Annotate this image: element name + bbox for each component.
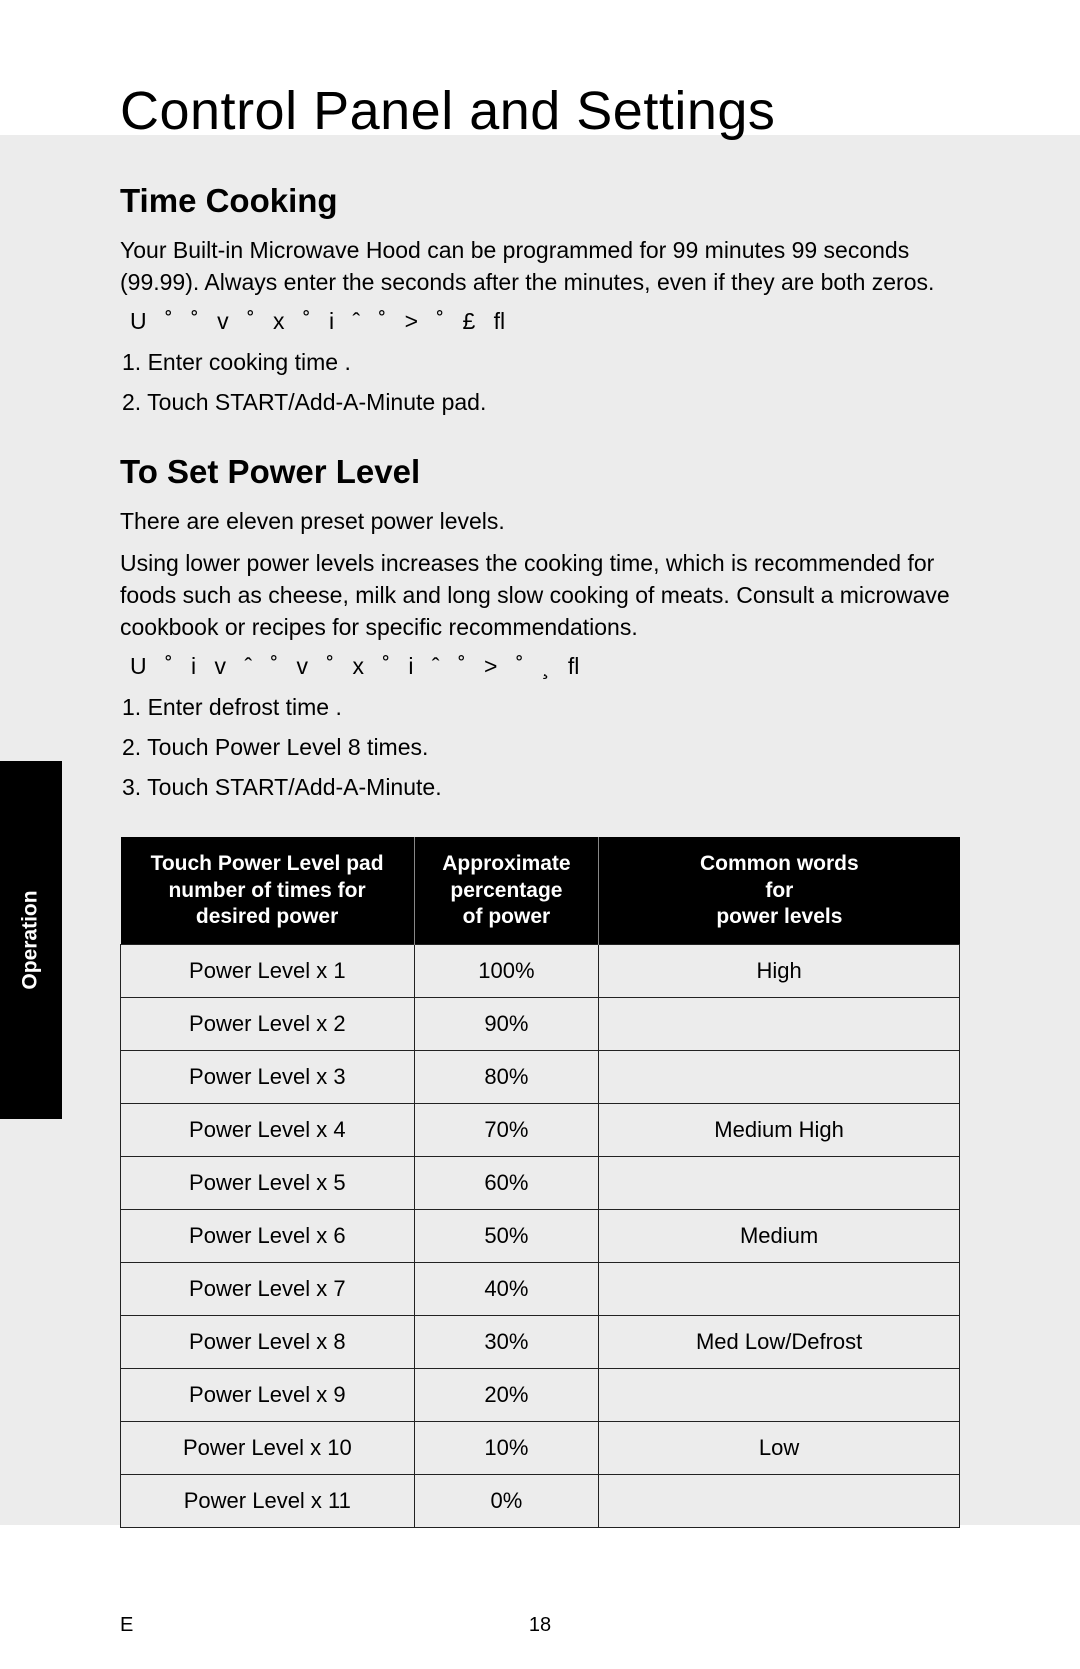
time-cooking-heading: Time Cooking — [120, 182, 960, 220]
table-cell: Power Level x 10 — [121, 1422, 415, 1475]
power-level-heading: To Set Power Level — [120, 453, 960, 491]
table-header-col3: Common words for power levels — [599, 837, 960, 944]
table-cell: Med Low/Defrost — [599, 1316, 960, 1369]
table-cell: Power Level x 6 — [121, 1210, 415, 1263]
power-level-para2: Using lower power levels increases the c… — [120, 547, 960, 644]
table-cell — [599, 1369, 960, 1422]
table-header-row: Touch Power Level pad number of times fo… — [121, 837, 960, 944]
table-header-col1: Touch Power Level pad number of times fo… — [121, 837, 415, 944]
table-cell: 100% — [414, 945, 599, 998]
table-cell: 60% — [414, 1157, 599, 1210]
step-item: 2. Touch Power Level 8 times. — [122, 730, 960, 766]
table-cell: Medium High — [599, 1104, 960, 1157]
th-line: power levels — [716, 905, 842, 928]
table-cell: 10% — [414, 1422, 599, 1475]
table-cell — [599, 1051, 960, 1104]
table-row: Power Level x 380% — [121, 1051, 960, 1104]
table-cell: 0% — [414, 1475, 599, 1528]
table-cell: Power Level x 2 — [121, 998, 415, 1051]
time-cooking-paragraph: Your Built-in Microwave Hood can be prog… — [120, 234, 960, 298]
th-line: of power — [463, 905, 551, 928]
table-row: Power Level x 560% — [121, 1157, 960, 1210]
step-item: 3. Touch START/Add-A-Minute. — [122, 770, 960, 806]
power-level-table: Touch Power Level pad number of times fo… — [120, 837, 960, 1528]
table-cell — [599, 1157, 960, 1210]
table-cell: Low — [599, 1422, 960, 1475]
table-row: Power Level x 920% — [121, 1369, 960, 1422]
table-cell: 50% — [414, 1210, 599, 1263]
table-cell: Power Level x 5 — [121, 1157, 415, 1210]
th-line: Approximate — [442, 852, 570, 875]
table-cell: High — [599, 945, 960, 998]
power-level-section: To Set Power Level There are eleven pres… — [120, 453, 960, 806]
table-header-col2: Approximate percentage of power — [414, 837, 599, 944]
th-line: desired power — [196, 905, 338, 928]
th-line: percentage — [450, 879, 562, 902]
table-cell: Power Level x 7 — [121, 1263, 415, 1316]
power-level-para1: There are eleven preset power levels. — [120, 505, 960, 537]
table-row: Power Level x 290% — [121, 998, 960, 1051]
table-row: Power Level x 650%Medium — [121, 1210, 960, 1263]
table-cell: 70% — [414, 1104, 599, 1157]
table-cell — [599, 1263, 960, 1316]
th-line: for — [765, 879, 793, 902]
th-line: Touch Power Level pad — [151, 852, 384, 875]
time-cooking-section: Time Cooking Your Built-in Microwave Hoo… — [120, 182, 960, 421]
table-cell: 20% — [414, 1369, 599, 1422]
table-cell: Power Level x 3 — [121, 1051, 415, 1104]
table-row: Power Level x 1010%Low — [121, 1422, 960, 1475]
table-row: Power Level x 1100%High — [121, 945, 960, 998]
page-content: Control Panel and Settings Time Cooking … — [0, 0, 1080, 1528]
time-cooking-steps: 1. Enter cooking time . 2. Touch START/A… — [122, 345, 960, 420]
power-level-steps: 1. Enter defrost time . 2. Touch Power L… — [122, 690, 960, 805]
table-cell: Power Level x 8 — [121, 1316, 415, 1369]
table-cell: 80% — [414, 1051, 599, 1104]
table-cell: 90% — [414, 998, 599, 1051]
table-cell: Power Level x 4 — [121, 1104, 415, 1157]
table-cell: 30% — [414, 1316, 599, 1369]
table-cell: Power Level x 1 — [121, 945, 415, 998]
time-cooking-garbled-line: U ˚ ˚ v ˚ x ˚ i ˆ ˚ > ˚ £ ﬂ — [130, 308, 960, 335]
table-cell — [599, 998, 960, 1051]
table-cell: 40% — [414, 1263, 599, 1316]
step-item: 2. Touch START/Add-A-Minute pad. — [122, 385, 960, 421]
step-item: 1. Enter defrost time . — [122, 690, 960, 726]
th-line: Common words — [700, 852, 859, 875]
page-title: Control Panel and Settings — [120, 80, 960, 142]
table-cell — [599, 1475, 960, 1528]
table-cell: Power Level x 9 — [121, 1369, 415, 1422]
table-cell: Power Level x 11 — [121, 1475, 415, 1528]
table-row: Power Level x 740% — [121, 1263, 960, 1316]
power-level-garbled-line: U ˚ i v ˆ ˚ v ˚ x ˚ i ˆ ˚ > ˚ ¸ ﬂ — [130, 653, 960, 680]
footer-left-marker: E — [120, 1614, 133, 1637]
table-row: Power Level x 470%Medium High — [121, 1104, 960, 1157]
table-row: Power Level x 830%Med Low/Defrost — [121, 1316, 960, 1369]
table-cell: Medium — [599, 1210, 960, 1263]
th-line: number of times for — [168, 879, 365, 902]
step-item: 1. Enter cooking time . — [122, 345, 960, 381]
page-number: 18 — [529, 1614, 551, 1637]
table-row: Power Level x 110% — [121, 1475, 960, 1528]
